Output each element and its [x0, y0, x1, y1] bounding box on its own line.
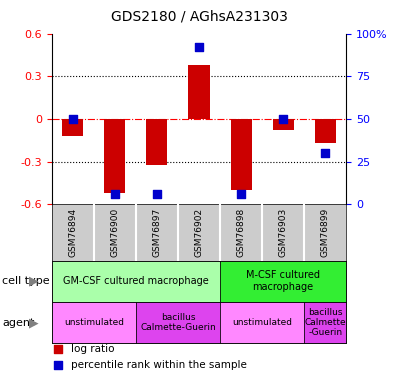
Text: M-CSF cultured
macrophage: M-CSF cultured macrophage [246, 270, 320, 292]
Bar [146, 119, 168, 165]
Text: GSM76900: GSM76900 [110, 208, 119, 257]
Point [238, 191, 244, 197]
Bar [220, 261, 346, 302]
Text: ▶: ▶ [29, 275, 39, 288]
Bar [315, 119, 336, 143]
Text: percentile rank within the sample: percentile rank within the sample [71, 360, 247, 370]
Text: GSM76902: GSM76902 [195, 208, 203, 257]
Text: log ratio: log ratio [71, 344, 114, 354]
Text: ▶: ▶ [29, 316, 39, 329]
Bar [52, 261, 220, 302]
Bar [136, 302, 220, 343]
Text: bacillus
Calmette-Guerin: bacillus Calmette-Guerin [140, 313, 216, 332]
Text: cell type: cell type [2, 276, 50, 286]
Text: GSM76899: GSM76899 [321, 208, 330, 257]
Text: GSM76894: GSM76894 [68, 208, 77, 257]
Point [196, 44, 202, 50]
Text: agent: agent [2, 318, 34, 327]
Bar [273, 119, 294, 130]
Text: GSM76903: GSM76903 [279, 208, 288, 257]
Point [154, 191, 160, 197]
Text: unstimulated: unstimulated [232, 318, 292, 327]
Text: GM-CSF cultured macrophage: GM-CSF cultured macrophage [63, 276, 209, 286]
Text: GDS2180 / AGhsA231303: GDS2180 / AGhsA231303 [111, 9, 287, 23]
Text: unstimulated: unstimulated [64, 318, 124, 327]
Bar [52, 302, 136, 343]
Point [55, 362, 61, 368]
Point [322, 150, 328, 156]
Bar [220, 302, 304, 343]
Bar [189, 65, 209, 119]
Bar [104, 119, 125, 193]
Point [280, 116, 286, 122]
Text: bacillus
Calmette
-Guerin: bacillus Calmette -Guerin [304, 308, 346, 338]
Bar [62, 119, 83, 136]
Point [112, 191, 118, 197]
Text: GSM76898: GSM76898 [236, 208, 246, 257]
Point [70, 116, 76, 122]
Text: GSM76897: GSM76897 [152, 208, 162, 257]
Bar [304, 302, 346, 343]
Point [55, 346, 61, 352]
Bar [230, 119, 252, 190]
